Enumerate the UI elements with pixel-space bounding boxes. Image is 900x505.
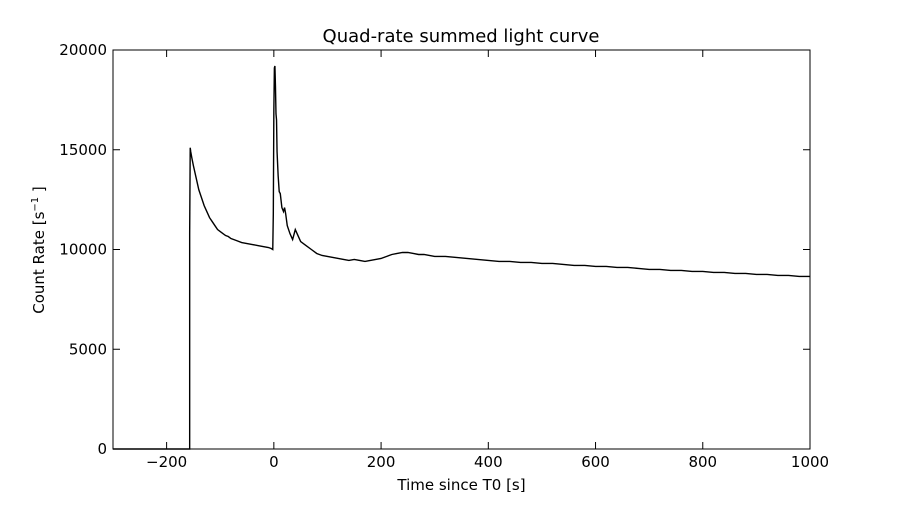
y-axis-label-suffix: ]: [30, 186, 48, 197]
x-axis-label: Time since T0 [s]: [396, 476, 525, 494]
x-tick-label: 800: [688, 453, 717, 471]
x-tick-label: 600: [581, 453, 610, 471]
x-axis: −200 0 200 400 600 800 1000: [146, 50, 829, 471]
y-axis-label-prefix: Count Rate [s: [30, 211, 48, 313]
series-line-count-rate: [113, 65, 810, 450]
plot-area: [112, 49, 811, 450]
x-tick-label: 200: [367, 453, 396, 471]
y-tick-label: 20000: [59, 41, 107, 59]
y-axis-label: Count Rate [s−1 ]: [30, 186, 48, 314]
y-axis-label-superscript: −1: [30, 197, 41, 212]
y-axis: 0 5000 10000 15000 20000: [59, 41, 810, 458]
x-tick-label: −200: [146, 453, 187, 471]
plot-frame: [112, 49, 811, 450]
chart-title: Quad-rate summed light curve: [323, 26, 600, 47]
y-tick-label: 15000: [59, 141, 107, 159]
x-tick-label: 400: [474, 453, 503, 471]
x-tick-label: 0: [269, 453, 279, 471]
y-tick-label: 5000: [69, 340, 107, 358]
x-tick-label: 1000: [791, 453, 829, 471]
y-tick-label: 0: [97, 440, 107, 458]
y-tick-label: 10000: [59, 241, 107, 259]
